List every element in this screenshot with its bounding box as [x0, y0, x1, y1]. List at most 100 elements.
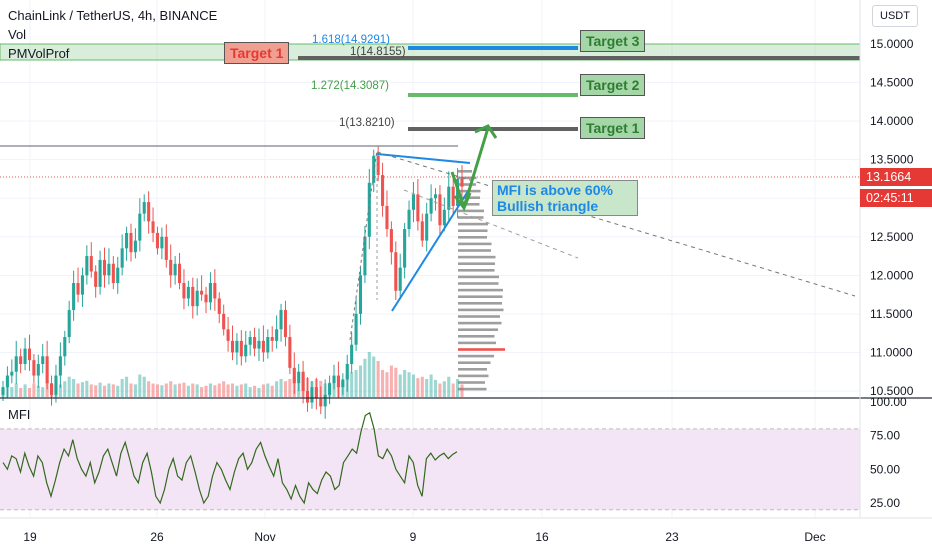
- candle-body: [363, 236, 367, 276]
- price-tick-label: 11.0000: [870, 345, 913, 359]
- price-tick-label: 14.0000: [870, 114, 914, 128]
- volume-bar: [398, 374, 402, 397]
- volume-bar: [63, 381, 67, 397]
- candle-body: [310, 387, 314, 403]
- target-1-label[interactable]: Target 1: [580, 117, 646, 139]
- triangle-upper-line: [376, 153, 471, 164]
- candle-body: [213, 283, 217, 299]
- volume-profile-bar: [458, 255, 496, 259]
- analysis-note[interactable]: MFI is above 60% Bullish triangle: [492, 180, 638, 216]
- candle-body: [288, 337, 292, 368]
- volume-bar: [385, 372, 389, 397]
- candle-body: [129, 232, 133, 253]
- candle-body: [23, 348, 27, 365]
- candle-body: [1, 387, 5, 395]
- volume-bar: [389, 365, 393, 397]
- time-tick-label: 16: [535, 530, 549, 544]
- candle-body: [142, 202, 146, 214]
- volume-bar: [19, 388, 23, 397]
- volume-bar: [279, 379, 283, 397]
- candle-body: [367, 182, 371, 237]
- price-tick-label: 11.5000: [870, 307, 913, 321]
- volume-bar: [186, 385, 190, 397]
- candle-body: [235, 340, 239, 353]
- volume-bar: [89, 384, 93, 397]
- candle-body: [292, 367, 296, 384]
- mfi-tick-label: 75.00: [870, 429, 900, 443]
- candle-body: [275, 329, 279, 341]
- volume-bar: [394, 367, 398, 397]
- volume-profile-legend[interactable]: PMVolProf: [8, 46, 70, 61]
- candle-body: [416, 194, 420, 222]
- candle-body: [27, 348, 32, 361]
- candle-body: [433, 194, 438, 199]
- mfi-pane: [0, 411, 860, 511]
- price-tick-label: 13.5000: [870, 153, 914, 167]
- candle-body: [319, 398, 323, 407]
- candle-body: [89, 256, 93, 272]
- candle-body: [381, 175, 385, 206]
- candlesticks: [1, 146, 464, 419]
- volume-profile-bar: [458, 321, 502, 325]
- volume-profile-bar: [458, 387, 487, 391]
- candle-body: [332, 375, 336, 384]
- time-tick-label: 23: [665, 530, 679, 544]
- volume-bar: [425, 379, 429, 397]
- candle-body: [429, 198, 433, 214]
- volume-bar: [283, 381, 288, 397]
- volume-bar: [354, 370, 358, 397]
- target-3-label[interactable]: Target 3: [580, 30, 646, 52]
- volume-profile-bar: [458, 275, 499, 279]
- volume-bar: [182, 382, 186, 397]
- volume-bar: [85, 380, 89, 397]
- note-line-1: MFI is above 60%: [497, 182, 613, 198]
- volume-bar: [58, 384, 62, 397]
- volume-profile-bar: [458, 302, 502, 305]
- candle-body: [451, 186, 455, 206]
- candle-body: [50, 383, 54, 395]
- candle-body: [58, 356, 62, 376]
- volume-profile-bar: [458, 374, 489, 378]
- volume-profile-bar: [458, 341, 496, 345]
- candle-body: [283, 310, 288, 338]
- volume-bar: [67, 376, 71, 397]
- volume-profile-bar: [458, 203, 480, 206]
- candle-body: [222, 313, 226, 330]
- volume-bar: [116, 385, 120, 397]
- target-1-red-label[interactable]: Target 1: [224, 42, 290, 64]
- volume-bar: [451, 383, 455, 397]
- candle-body: [350, 344, 354, 365]
- candle-body: [169, 259, 173, 276]
- candle-body: [125, 232, 129, 249]
- candle-body: [411, 194, 415, 210]
- target-2-label[interactable]: Target 2: [580, 74, 646, 96]
- candle-body: [80, 275, 84, 295]
- volume-bar: [41, 387, 45, 397]
- fib-level-1272-label: 1.272(14.3087): [311, 80, 390, 92]
- candle-body: [5, 375, 9, 388]
- time-tick-label: 19: [23, 530, 37, 544]
- candle-body: [72, 283, 76, 311]
- volume-bar: [94, 385, 98, 397]
- candle-body: [345, 364, 349, 380]
- volume-bar: [376, 361, 380, 397]
- volume-bar: [230, 383, 235, 397]
- mfi-legend[interactable]: MFI: [8, 407, 31, 422]
- volume-profile-bar: [458, 170, 472, 173]
- volume-bar: [10, 387, 14, 397]
- volume-bar: [177, 383, 182, 397]
- volume-bar: [288, 379, 292, 397]
- candle-body: [195, 290, 199, 307]
- candle-body: [239, 340, 243, 357]
- volume-legend[interactable]: Vol: [8, 27, 27, 42]
- volume-bar: [138, 374, 142, 397]
- volume-profile-bar: [458, 209, 484, 213]
- volume-bar: [120, 379, 124, 397]
- volume-bar: [363, 358, 367, 397]
- volume-bar: [14, 383, 18, 397]
- candle-body: [398, 267, 402, 291]
- candle-body: [244, 344, 248, 357]
- volume-profile-bar: [458, 249, 491, 252]
- currency-button[interactable]: USDT: [872, 5, 918, 27]
- projection-dashed-line: [349, 149, 378, 341]
